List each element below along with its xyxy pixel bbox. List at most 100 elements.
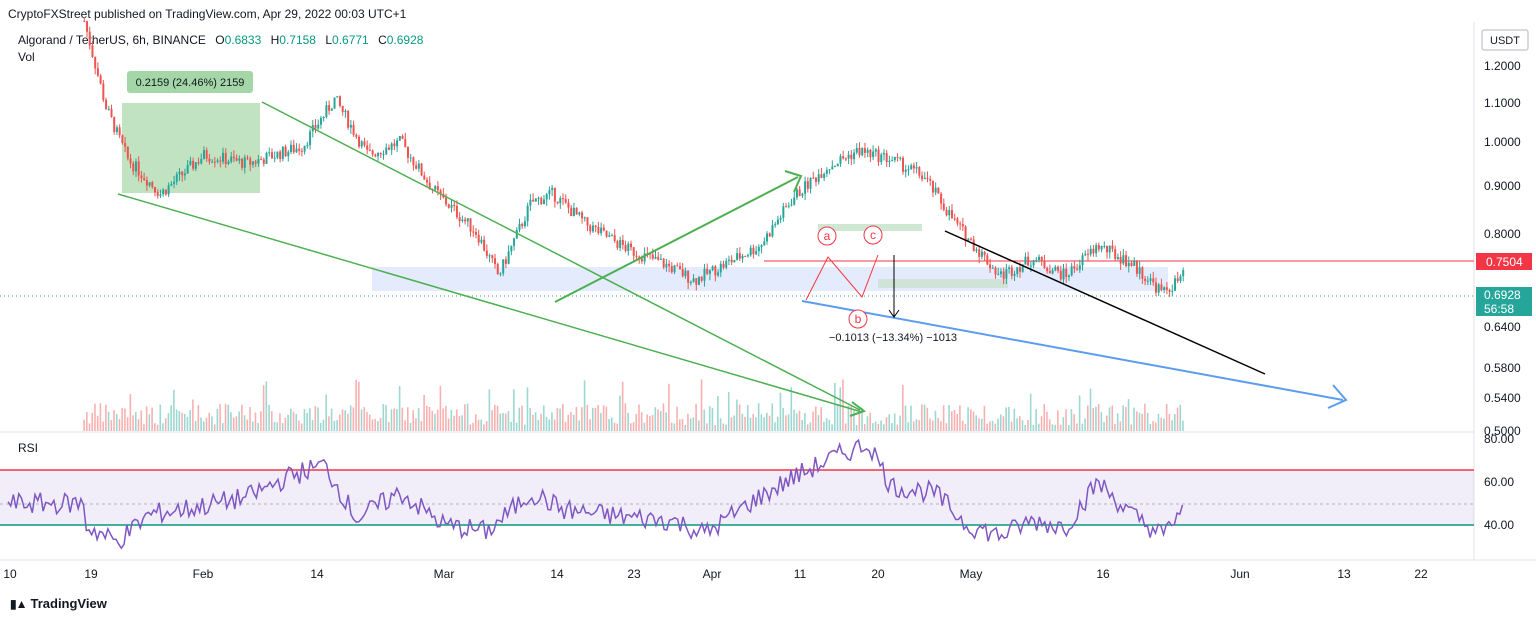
volume-bar: [216, 408, 219, 431]
candle-body: [643, 253, 646, 262]
volume-bar: [464, 404, 466, 431]
volume-label[interactable]: Vol: [18, 50, 35, 64]
volume-bar: [243, 415, 246, 431]
candle-body: [746, 255, 749, 257]
volume-bar: [1176, 407, 1179, 431]
volume-bar: [562, 403, 564, 431]
candle-body: [121, 135, 124, 144]
volume-bar: [602, 405, 605, 431]
volume-bar: [379, 417, 382, 431]
rsi-label[interactable]: RSI: [18, 441, 39, 455]
volume-bar: [1152, 421, 1154, 431]
volume-bar: [1092, 408, 1095, 431]
volume-bar: [224, 403, 227, 431]
volume-bar: [121, 408, 123, 431]
candle-body: [651, 254, 654, 259]
candle-body: [132, 163, 135, 172]
candle-body: [673, 265, 676, 273]
volume-bar: [534, 412, 537, 431]
volume-bar: [1108, 407, 1111, 431]
volume-bar: [746, 405, 749, 431]
volume-bar: [820, 407, 823, 431]
volume-bar: [1029, 393, 1032, 431]
candle-body: [140, 175, 143, 179]
wave-marker-label: c: [870, 228, 876, 242]
currency-box[interactable]: [1481, 29, 1529, 51]
volume-bar: [801, 419, 803, 431]
volume-bar: [145, 406, 148, 431]
candle-body: [847, 154, 850, 159]
candle-body: [657, 256, 660, 260]
volume-bar: [183, 413, 186, 431]
tradingview-logo[interactable]: ▮▲ TradingView: [10, 596, 107, 611]
abc-wave-path: [805, 254, 879, 301]
candle-body: [216, 160, 219, 162]
candle-body: [725, 260, 728, 268]
volume-bar: [594, 407, 597, 431]
volume-bar: [798, 410, 801, 431]
candle-body: [1163, 287, 1166, 291]
volume-bar: [567, 414, 570, 431]
candle-body: [782, 206, 785, 218]
volume-bar: [581, 407, 583, 431]
volume-bar: [515, 422, 518, 431]
volume-bar: [491, 410, 493, 431]
volume-bar: [213, 424, 216, 431]
volume-bar: [507, 411, 510, 431]
volume-bar: [989, 421, 991, 431]
volume-bar: [1048, 419, 1051, 431]
volume-bar: [344, 410, 347, 431]
volume-bar: [912, 421, 915, 431]
countdown-text: 56:58: [1484, 302, 1514, 316]
volume-bar: [646, 414, 648, 431]
candle-body: [1089, 248, 1092, 255]
candle-body: [1032, 261, 1035, 266]
volume-bar: [619, 395, 621, 431]
volume-bar: [556, 408, 559, 431]
candle-body: [461, 219, 464, 222]
candle-body: [863, 148, 866, 153]
candle-body: [499, 273, 502, 275]
volume-bar: [999, 414, 1002, 431]
candle-body: [931, 180, 934, 193]
candle-body: [469, 218, 472, 232]
volume-bar: [529, 408, 531, 431]
volume-bar: [197, 405, 200, 431]
volume-bar: [882, 424, 885, 431]
volume-bar: [793, 409, 795, 431]
candle-body: [602, 227, 605, 231]
candle-body: [823, 173, 826, 178]
volume-bar: [651, 414, 654, 431]
candle-body: [363, 141, 366, 146]
volume-bar: [472, 422, 474, 431]
candle-body: [1065, 268, 1068, 277]
candle-body: [809, 177, 812, 189]
candle-body: [695, 278, 698, 285]
symbol-label[interactable]: Algorand / TetherUS, 6h, BINANCE: [18, 33, 206, 47]
candle-body: [317, 124, 320, 129]
volume-bar: [156, 424, 159, 431]
candle-body: [839, 156, 842, 164]
volume-bar: [287, 414, 289, 431]
volume-bar: [1125, 406, 1127, 431]
volume-bar: [1005, 407, 1007, 431]
candle-body: [755, 251, 758, 255]
volume-bar: [363, 407, 366, 431]
volume-bar: [591, 407, 594, 431]
volume-bar: [1127, 399, 1130, 431]
volume-bar: [733, 415, 735, 431]
candle-body: [997, 273, 1000, 275]
candle-body: [972, 239, 975, 251]
volume-bar: [102, 421, 104, 431]
candle-body: [485, 250, 488, 256]
volume-bar: [488, 389, 491, 431]
candle-body: [1010, 267, 1013, 276]
volume-bar: [436, 409, 439, 431]
candle-body: [787, 205, 790, 207]
candle-body: [923, 177, 926, 180]
candle-body: [1174, 278, 1177, 291]
volume-bar: [431, 410, 434, 431]
volume-bar: [564, 421, 567, 431]
candle-body: [393, 143, 396, 147]
